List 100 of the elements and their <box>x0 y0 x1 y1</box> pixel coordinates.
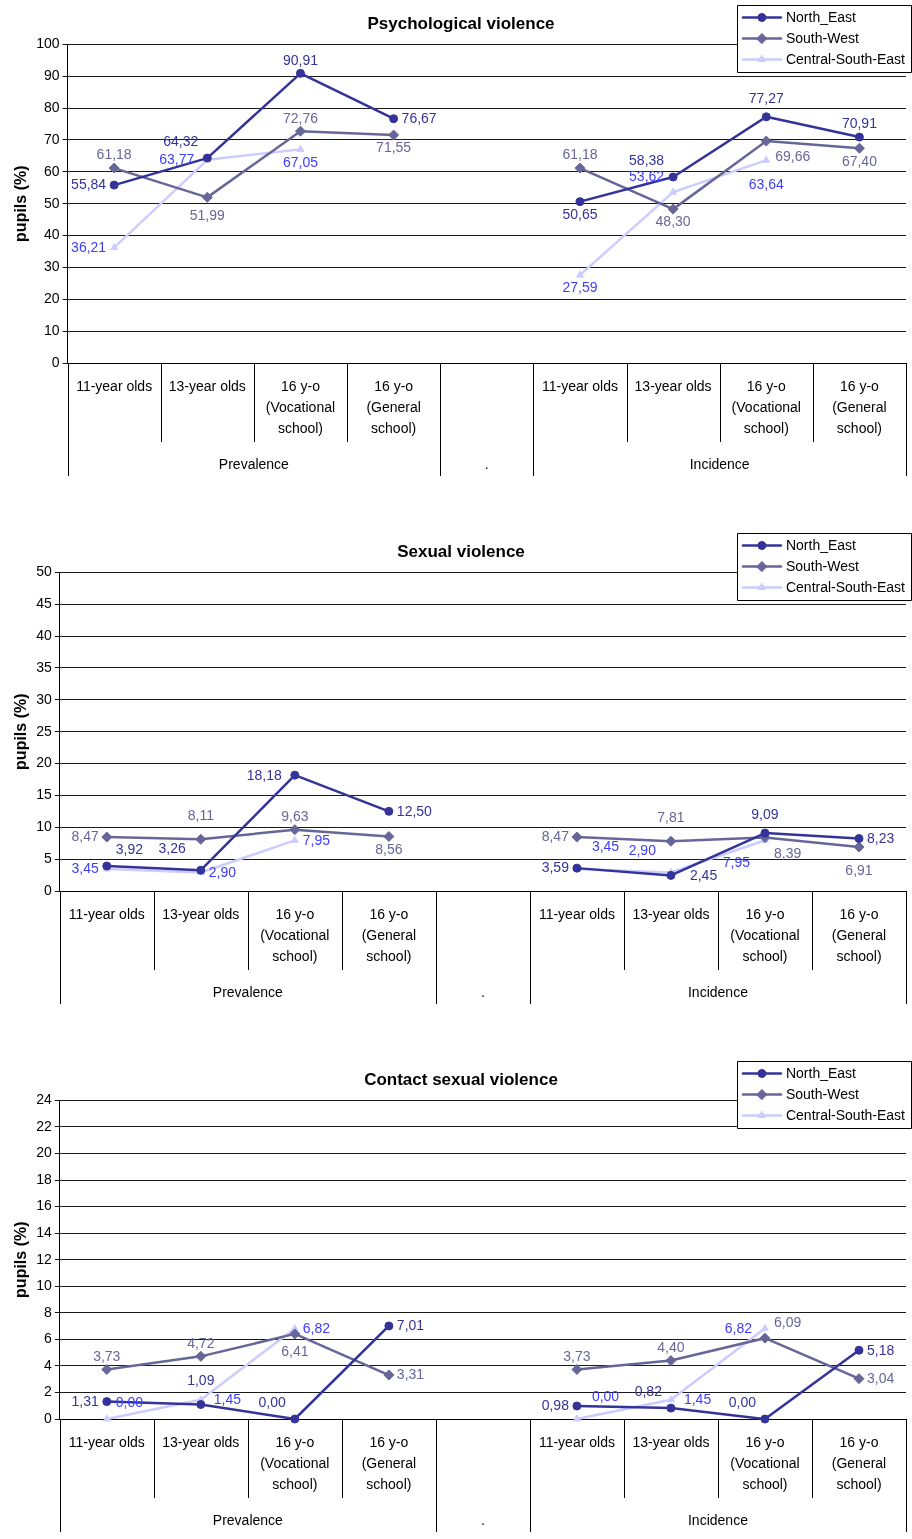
x-tick-label: 13-year olds <box>634 378 712 395</box>
data-label: 36,21 <box>71 238 107 255</box>
data-label: 55,84 <box>71 176 107 193</box>
x-tick-label: 13-year olds <box>168 378 246 395</box>
data-label: 76,67 <box>401 110 437 127</box>
data-label: 1,45 <box>683 1391 712 1408</box>
data-label: 18,18 <box>246 766 283 783</box>
data-label: 3,04 <box>866 1370 895 1386</box>
data-label: 1,09 <box>187 1371 215 1388</box>
x-tick-label: 16 y-o (General school) <box>832 378 887 437</box>
data-label: 9,09 <box>751 806 779 823</box>
chart-title: Contact sexual violence <box>364 1069 558 1089</box>
x-tick-label: 13-year olds <box>162 906 240 923</box>
legend-label: Central-South-East <box>785 1106 906 1123</box>
data-label: 6,09 <box>773 1313 802 1330</box>
data-label: 77,27 <box>748 90 784 107</box>
y-tick-label: 18 <box>36 1170 52 1187</box>
legend-label: North_East <box>785 536 857 553</box>
data-label: 12,50 <box>396 802 433 819</box>
data-label: 6,41 <box>281 1343 309 1360</box>
data-label: 2,90 <box>628 841 657 858</box>
data-label: 67,05 <box>282 153 319 170</box>
data-label: 3,59 <box>541 859 570 876</box>
text: Prevalence <box>218 455 290 472</box>
x-tick-label: 11-year olds <box>68 1434 145 1451</box>
y-axis-title: pupils (%) <box>12 693 30 770</box>
data-label: 8,23 <box>866 829 895 846</box>
data-label: 58,38 <box>629 152 665 169</box>
y-tick-label: 5 <box>43 850 52 866</box>
x-tick-label: 11-year olds <box>538 906 615 923</box>
legend-label: South-West <box>785 29 859 46</box>
data-label: 3,45 <box>591 838 620 855</box>
y-tick-label: 50 <box>43 194 60 211</box>
y-tick-label: 25 <box>36 722 52 739</box>
x-tick-label: 16 y-o (Vocational school) <box>731 378 801 437</box>
y-tick-label: 100 <box>36 35 60 52</box>
data-label: 61,18 <box>562 146 598 163</box>
legend-label: South-West <box>785 557 859 574</box>
data-label: 63,64 <box>748 175 784 192</box>
y-tick-label: 30 <box>36 690 52 707</box>
x-tick-label: 16 y-o (Vocational school) <box>730 1434 800 1493</box>
data-label: 51,99 <box>189 206 226 223</box>
legend-label: North_East <box>785 8 857 25</box>
data-label: 53,62 <box>629 167 665 184</box>
y-tick-label: 20 <box>36 1144 52 1161</box>
y-tick-label: 60 <box>43 162 60 179</box>
data-label: 70,91 <box>841 115 878 132</box>
data-label: 9,63 <box>281 808 309 824</box>
x-tick-label: 11-year olds <box>76 378 153 395</box>
data-label: 6,91 <box>845 862 873 879</box>
data-label: 7,95 <box>302 831 331 848</box>
y-tick-label: 0 <box>43 1409 52 1426</box>
y-tick-label: 2 <box>43 1383 52 1400</box>
data-label: 0,98 <box>541 1397 570 1414</box>
data-label: 27,59 <box>562 279 598 296</box>
y-tick-label: 6 <box>43 1330 52 1347</box>
chart-title: Sexual violence <box>397 541 525 561</box>
y-tick-label: 45 <box>36 595 52 612</box>
data-label: 3,73 <box>93 1347 121 1364</box>
data-label: 72,76 <box>282 109 319 126</box>
data-label: 5,18 <box>866 1341 895 1358</box>
text: . <box>480 983 485 1000</box>
x-tick-label: 16 y-o (General school) <box>831 1434 887 1493</box>
data-label: 8,47 <box>71 828 99 845</box>
y-tick-label: 80 <box>43 98 60 115</box>
y-axis-title: pupils (%) <box>12 1221 30 1298</box>
data-label: 0,00 <box>728 1394 757 1411</box>
y-tick-label: 4 <box>43 1356 52 1373</box>
y-tick-label: 15 <box>36 786 52 803</box>
data-label: 4,40 <box>657 1338 685 1355</box>
data-label: 6,82 <box>724 1319 753 1336</box>
x-tick-label: 16 y-o (Vocational school) <box>260 906 330 965</box>
legend-label: South-West <box>785 1085 859 1102</box>
data-label: 63,77 <box>159 151 195 168</box>
x-tick-label: 16 y-o (General school) <box>366 378 421 437</box>
x-tick-label: 16 y-o (General school) <box>361 906 417 965</box>
x-tick-label: 11-year olds <box>541 378 618 395</box>
legend-label: Central-South-East <box>785 50 906 67</box>
y-tick-label: 70 <box>43 130 60 147</box>
x-tick-label: 11-year olds <box>68 906 145 923</box>
data-label: 67,40 <box>841 152 878 169</box>
data-label: 0,00 <box>258 1394 287 1411</box>
legend-label: Central-South-East <box>785 578 906 595</box>
text: . <box>480 1511 485 1528</box>
y-tick-label: 24 <box>36 1091 52 1108</box>
y-tick-label: 16 <box>36 1197 52 1214</box>
x-tick-label: 13-year olds <box>632 906 710 923</box>
data-label: 1,45 <box>213 1391 242 1408</box>
data-label: 0,00 <box>591 1388 620 1405</box>
y-tick-label: 20 <box>36 754 52 771</box>
data-label: 3,31 <box>396 1366 425 1383</box>
data-label: 3,73 <box>563 1347 591 1364</box>
data-label: 3,26 <box>158 839 187 856</box>
data-label: 8,47 <box>541 828 570 845</box>
data-label: 8,56 <box>375 840 403 857</box>
x-tick-label: 16 y-o (Vocational school) <box>265 378 336 437</box>
y-tick-label: 0 <box>51 353 60 370</box>
y-tick-label: 20 <box>43 290 60 307</box>
y-tick-label: 30 <box>43 258 60 275</box>
text: Incidence <box>687 983 749 1000</box>
